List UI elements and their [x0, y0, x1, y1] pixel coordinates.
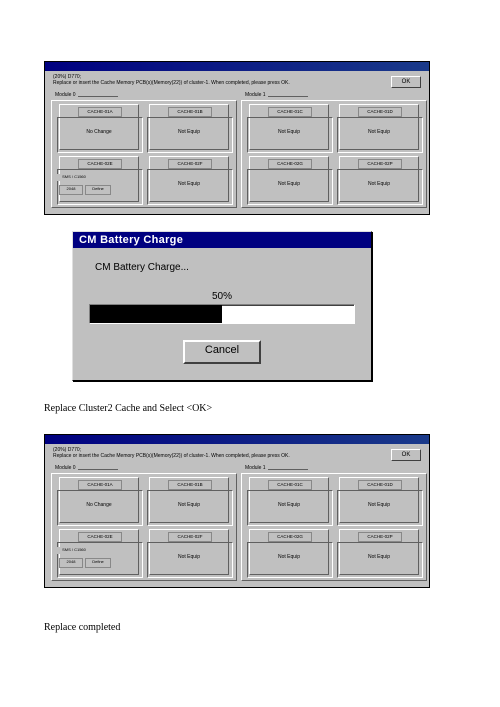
module-window-a: (20%) D770; Replace or insert the Cache … [44, 61, 430, 215]
battery-progress-fill [90, 305, 222, 323]
caption-replace-cluster2: Replace Cluster2 Cache and Select <OK> [44, 403, 212, 414]
cache-a-3: CACHE-01DNot Equip [339, 104, 419, 150]
modwin-b-sms-label: SMS / C1560 [57, 547, 91, 554]
battery-percent-label: 50% [89, 291, 355, 302]
cache-a-2: CACHE-01CNot Equip [249, 104, 329, 150]
cache-a-5: CACHE-02FNot Equip [149, 156, 229, 202]
modwin-b-ok-button[interactable]: OK [391, 449, 421, 461]
battery-dialog: CM Battery Charge CM Battery Charge... 5… [72, 231, 372, 381]
modwin-b-module0-label: Module 0 [55, 465, 118, 471]
cache-b-1: CACHE-01BNot Equip [149, 477, 229, 523]
caption-replace-completed: Replace completed [44, 622, 120, 633]
modwin-b-module1-label: Module 1 [245, 465, 308, 471]
modwin-a-instr2: Replace or insert the Cache Memory PCB(s… [53, 80, 290, 86]
modwin-a-sms-label: SMS / C1560 [57, 174, 91, 181]
module-window-b: (20%) D770; Replace or insert the Cache … [44, 434, 430, 588]
modwin-a-define-button[interactable]: Define [85, 185, 111, 195]
modwin-a-ok-button[interactable]: OK [391, 76, 421, 88]
modwin-a-titlebar [45, 62, 429, 71]
modwin-b-size-button[interactable]: 2048 [59, 558, 83, 568]
modwin-b-titlebar [45, 435, 429, 444]
cache-a-6: CACHE-02GNot Equip [249, 156, 329, 202]
modwin-a-module0-label: Module 0 [55, 92, 118, 98]
battery-cancel-button[interactable]: Cancel [183, 340, 261, 364]
cache-b-2: CACHE-01CNot Equip [249, 477, 329, 523]
battery-message: CM Battery Charge... [95, 262, 355, 273]
modwin-b-instr2: Replace or insert the Cache Memory PCB(s… [53, 453, 290, 459]
cache-a-7: CACHE-02PNot Equip [339, 156, 419, 202]
cache-b-3: CACHE-01DNot Equip [339, 477, 419, 523]
modwin-b-define-button[interactable]: Define [85, 558, 111, 568]
cache-b-5: CACHE-02FNot Equip [149, 529, 229, 575]
cache-a-0: CACHE-01ANo Change [59, 104, 139, 150]
cache-b-6: CACHE-02GNot Equip [249, 529, 329, 575]
battery-progressbar [89, 304, 355, 324]
modwin-a-size-button[interactable]: 2048 [59, 185, 83, 195]
cache-b-0: CACHE-01ANo Change [59, 477, 139, 523]
cache-a-1: CACHE-01BNot Equip [149, 104, 229, 150]
modwin-a-module1-label: Module 1 [245, 92, 308, 98]
cache-b-7: CACHE-02PNot Equip [339, 529, 419, 575]
battery-dialog-title: CM Battery Charge [73, 232, 371, 248]
